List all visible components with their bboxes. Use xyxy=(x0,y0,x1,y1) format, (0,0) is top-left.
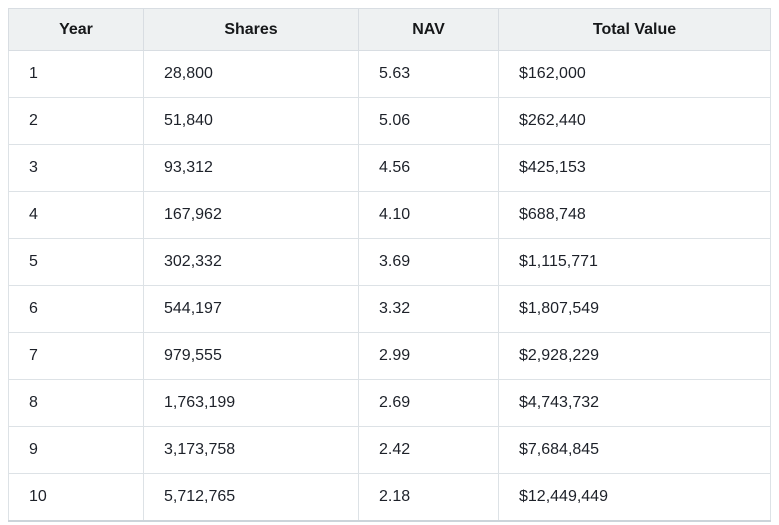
cell-nav: 4.10 xyxy=(358,191,499,239)
cell-shares: 979,555 xyxy=(143,332,359,380)
cell-year: 7 xyxy=(8,332,144,380)
cell-nav: 2.99 xyxy=(358,332,499,380)
cell-shares: 302,332 xyxy=(143,238,359,286)
cell-nav: 3.69 xyxy=(358,238,499,286)
cell-year: 4 xyxy=(8,191,144,239)
cell-year: 8 xyxy=(8,379,144,427)
cell-year: 6 xyxy=(8,285,144,333)
cell-year: 2 xyxy=(8,97,144,145)
cell-shares: 51,840 xyxy=(143,97,359,145)
cell-nav: 5.06 xyxy=(358,97,499,145)
cell-total-value: $1,115,771 xyxy=(498,238,771,286)
cell-nav: 5.63 xyxy=(358,50,499,98)
table-row: 5 302,332 3.69 $1,115,771 xyxy=(8,238,771,286)
cell-total-value: $425,153 xyxy=(498,144,771,192)
column-header-total-value: Total Value xyxy=(498,8,771,51)
column-header-shares: Shares xyxy=(143,8,359,51)
header-row: Year Shares NAV Total Value xyxy=(8,8,771,51)
cell-nav: 2.42 xyxy=(358,426,499,474)
column-header-nav: NAV xyxy=(358,8,499,51)
cell-shares: 5,712,765 xyxy=(143,473,359,522)
table-row: 7 979,555 2.99 $2,928,229 xyxy=(8,332,771,380)
table-row: 1 28,800 5.63 $162,000 xyxy=(8,50,771,98)
cell-nav: 2.18 xyxy=(358,473,499,522)
fund-growth-table: Year Shares NAV Total Value 1 28,800 5.63 $162… xyxy=(8,8,771,522)
cell-total-value: $2,928,229 xyxy=(498,332,771,380)
cell-year: 5 xyxy=(8,238,144,286)
cell-total-value: $262,440 xyxy=(498,97,771,145)
cell-year: 1 xyxy=(8,50,144,98)
table-row: 4 167,962 4.10 $688,748 xyxy=(8,191,771,239)
cell-year: 10 xyxy=(8,473,144,522)
table-row: 8 1,763,199 2.69 $4,743,732 xyxy=(8,379,771,427)
cell-year: 3 xyxy=(8,144,144,192)
cell-total-value: $12,449,449 xyxy=(498,473,771,522)
column-header-year: Year xyxy=(8,8,144,51)
cell-total-value: $7,684,845 xyxy=(498,426,771,474)
cell-year: 9 xyxy=(8,426,144,474)
table-row: 6 544,197 3.32 $1,807,549 xyxy=(8,285,771,333)
cell-nav: 4.56 xyxy=(358,144,499,192)
cell-total-value: $162,000 xyxy=(498,50,771,98)
cell-total-value: $4,743,732 xyxy=(498,379,771,427)
cell-shares: 28,800 xyxy=(143,50,359,98)
table-row: 3 93,312 4.56 $425,153 xyxy=(8,144,771,192)
cell-total-value: $1,807,549 xyxy=(498,285,771,333)
cell-nav: 3.32 xyxy=(358,285,499,333)
table-row: 9 3,173,758 2.42 $7,684,845 xyxy=(8,426,771,474)
cell-nav: 2.69 xyxy=(358,379,499,427)
cell-shares: 3,173,758 xyxy=(143,426,359,474)
cell-shares: 93,312 xyxy=(143,144,359,192)
cell-shares: 1,763,199 xyxy=(143,379,359,427)
table-row: 2 51,840 5.06 $262,440 xyxy=(8,97,771,145)
cell-shares: 544,197 xyxy=(143,285,359,333)
cell-shares: 167,962 xyxy=(143,191,359,239)
table-row: 10 5,712,765 2.18 $12,449,449 xyxy=(8,473,771,522)
cell-total-value: $688,748 xyxy=(498,191,771,239)
